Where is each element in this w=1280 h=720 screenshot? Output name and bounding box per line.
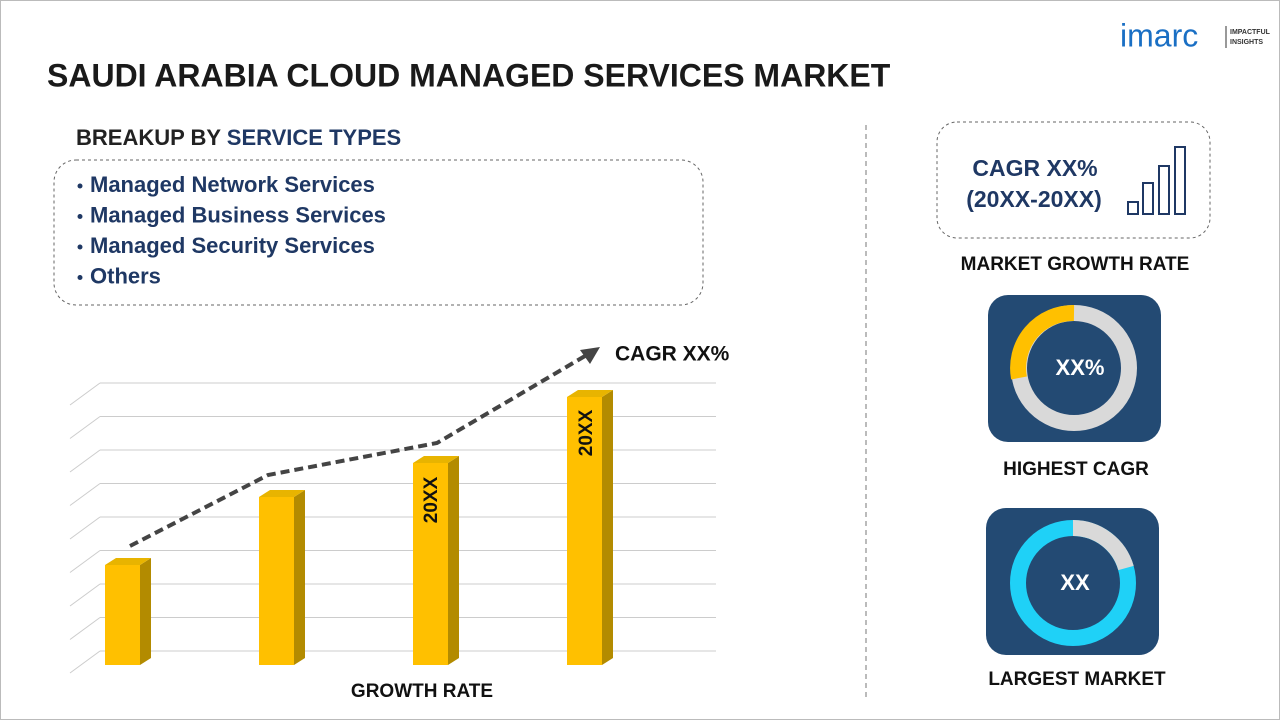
growth-caption: MARKET GROWTH RATE <box>961 254 1190 275</box>
title: SAUDI ARABIA CLOUD MANAGED SERVICES MARK… <box>47 57 891 93</box>
growth-icon <box>1127 146 1186 215</box>
grid-line <box>69 583 101 607</box>
growth-period: (20XX-20XX) <box>966 186 1102 212</box>
logo-brand: imarc <box>1120 17 1198 53</box>
icon-bar <box>1127 201 1139 215</box>
bar <box>413 463 448 665</box>
bar-label: 20XX <box>421 476 442 523</box>
bar-label: 20XX <box>576 409 597 456</box>
icon-bar <box>1142 182 1154 215</box>
largest-value: XX <box>1060 570 1090 595</box>
breakup-item: Managed Network Services <box>90 172 375 197</box>
bar <box>259 497 294 665</box>
logo-tagline: INSIGHTS <box>1230 39 1263 46</box>
growth-cagr: CAGR XX% <box>972 155 1097 181</box>
highest-caption: HIGHEST CAGR <box>1003 459 1149 480</box>
breakup-item: Managed Security Services <box>90 233 375 258</box>
bullet <box>77 183 83 189</box>
breakup-list: Managed Network Services Managed Business… <box>77 172 386 288</box>
grid-line <box>69 617 101 640</box>
grid-line <box>69 650 101 674</box>
bar <box>105 565 140 665</box>
bar <box>567 397 602 665</box>
bullet <box>77 244 83 250</box>
logo-tagline: IMPACTFUL <box>1230 29 1271 36</box>
bar-side <box>294 490 305 665</box>
bar-side <box>140 558 151 665</box>
breakup-item: Managed Business Services <box>90 202 386 227</box>
chart-caption: GROWTH RATE <box>351 681 493 702</box>
grid-line <box>69 416 101 439</box>
largest-caption: LARGEST MARKET <box>988 669 1166 690</box>
breakup-box <box>53 159 704 306</box>
growth-box <box>936 121 1211 239</box>
grid-line <box>69 516 101 540</box>
trend-arrow <box>580 347 600 364</box>
grid-line <box>69 449 101 473</box>
grid-line <box>69 382 101 406</box>
donut-segment <box>1072 519 1134 571</box>
bar-top <box>567 390 613 397</box>
chart-grid <box>69 382 716 674</box>
grid-line <box>69 483 101 506</box>
bullet <box>77 214 83 219</box>
trend-line <box>129 354 587 548</box>
bullet <box>77 275 83 280</box>
breakup-heading: BREAKUP BY SERVICE TYPES <box>76 125 401 150</box>
breakup-item: Others <box>90 263 161 288</box>
chart-cagr: CAGR XX% <box>615 343 730 366</box>
icon-bar <box>1174 146 1186 215</box>
donut-segment <box>1010 304 1075 380</box>
breakup-label: BREAKUP BY <box>76 125 221 150</box>
bar-top <box>105 558 151 565</box>
highest-value: XX% <box>1056 355 1105 380</box>
breakup-highlight: SERVICE TYPES <box>227 125 401 150</box>
bar-side <box>448 456 459 665</box>
bar-top <box>259 490 305 497</box>
bar-top <box>413 456 459 463</box>
grid-line <box>69 550 101 573</box>
bar-side <box>602 390 613 665</box>
icon-bar <box>1158 165 1170 215</box>
bars <box>105 390 613 665</box>
